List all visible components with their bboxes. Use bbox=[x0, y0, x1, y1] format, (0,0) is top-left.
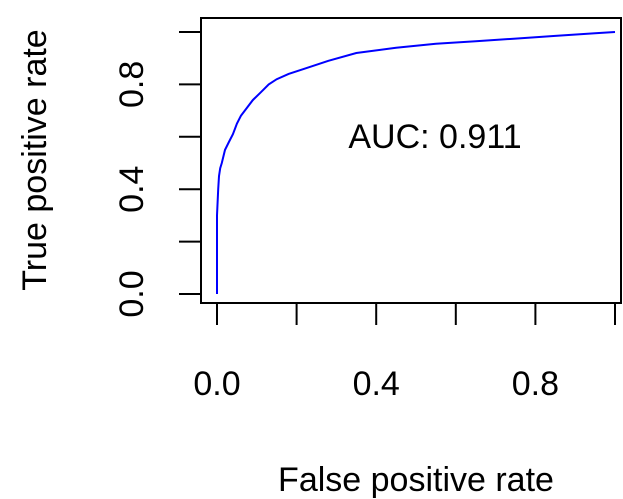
y-axis: 0.0 0.4 0.8 bbox=[113, 31, 201, 318]
x-axis: 0.0 0.4 0.8 bbox=[193, 303, 616, 403]
y-axis-title: True positive rate bbox=[16, 29, 54, 290]
auc-annotation: AUC: 0.911 bbox=[348, 118, 521, 156]
x-tick-label: 0.8 bbox=[512, 365, 559, 403]
y-tick-label: 0.0 bbox=[113, 270, 151, 317]
roc-curve-line bbox=[216, 31, 616, 294]
y-tick-label: 0.4 bbox=[113, 166, 151, 213]
x-tick-label: 0.0 bbox=[193, 365, 240, 403]
x-tick-label: 0.4 bbox=[353, 365, 400, 403]
plot-frame bbox=[200, 17, 622, 304]
y-tick-label: 0.8 bbox=[113, 61, 151, 108]
x-axis-title: False positive rate bbox=[278, 461, 554, 499]
